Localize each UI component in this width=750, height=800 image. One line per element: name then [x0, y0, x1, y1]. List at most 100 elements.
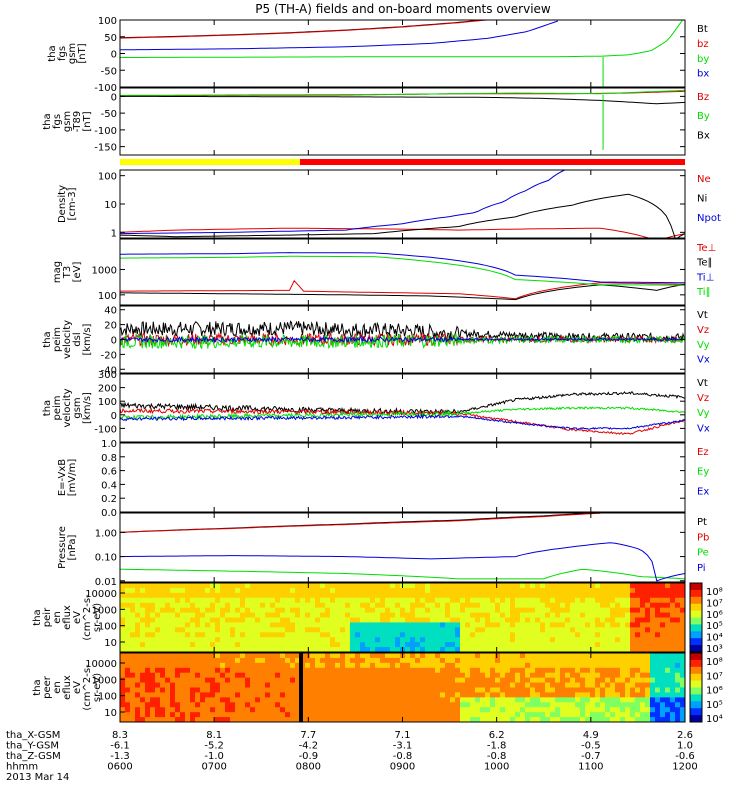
- spectrogram-cell: [490, 657, 496, 664]
- spectrogram-cell: [370, 712, 376, 718]
- spectrogram-cell: [370, 622, 376, 628]
- spectrogram-cell: [200, 692, 206, 698]
- spectrogram-cell: [260, 687, 266, 693]
- spectrogram-cell: [425, 687, 431, 693]
- spectrogram-cell: [135, 607, 141, 613]
- spectrogram-cell: [465, 672, 471, 679]
- spectrogram-cell: [565, 632, 571, 638]
- spectrogram-cell: [630, 672, 636, 679]
- spectrogram-cell: [530, 653, 536, 659]
- spectrogram-cell: [325, 642, 331, 648]
- spectrogram-cell: [520, 677, 526, 683]
- spectrogram-cell: [150, 632, 156, 638]
- spectrogram-cell: [500, 627, 506, 633]
- spectrogram-cell: [290, 592, 296, 599]
- spectrogram-cell: [225, 597, 231, 604]
- spectrogram-cell: [565, 637, 571, 643]
- spectrogram-cell: [625, 687, 631, 693]
- spectrogram-cell: [600, 687, 606, 693]
- spectrogram-cell: [575, 612, 581, 618]
- spectrogram-cell: [270, 662, 276, 669]
- spectrogram-cell: [440, 607, 446, 613]
- spectrogram-cell: [450, 672, 456, 679]
- spectrogram-cell: [675, 642, 681, 648]
- spectrogram-cell: [320, 592, 326, 599]
- spectrogram-cell: [510, 653, 516, 659]
- spectrogram-cell: [215, 642, 221, 648]
- spectrogram-cell: [185, 687, 191, 693]
- spectrogram-cell: [345, 677, 351, 683]
- spectrogram-cell: [320, 712, 326, 718]
- legend-item: Npot: [697, 213, 721, 224]
- spectrogram-cell: [300, 597, 306, 604]
- spectrogram-cell: [200, 672, 206, 679]
- spectrogram-cell: [285, 617, 291, 623]
- spectrogram-cell: [305, 712, 311, 718]
- spectrogram-cell: [680, 682, 685, 688]
- spectrogram-cell: [495, 612, 501, 618]
- colorbar-segment: [690, 653, 702, 661]
- spectrogram-cell: [570, 697, 576, 703]
- spectrogram-cell: [210, 647, 216, 652]
- spectrogram-cell: [550, 583, 556, 589]
- spectrogram-cell: [600, 612, 606, 618]
- spectrogram-cell: [135, 717, 141, 722]
- spectrogram-cell: [560, 607, 566, 613]
- spectrogram-cell: [170, 622, 176, 628]
- spectrogram-cell: [155, 592, 161, 599]
- spectrogram-cell: [200, 682, 206, 688]
- spectrogram-cell: [270, 627, 276, 633]
- spectrogram-cell: [545, 597, 551, 604]
- spectrogram-cell: [365, 672, 371, 679]
- spectrogram-cell: [365, 707, 371, 713]
- spectrogram-cell: [590, 662, 596, 669]
- spectrogram-cell: [405, 627, 411, 633]
- spectrogram-cell: [640, 702, 646, 708]
- spectrogram-cell: [120, 667, 126, 674]
- spectrogram-cell: [200, 717, 206, 722]
- spectrogram-cell: [560, 627, 566, 633]
- spectrogram-cell: [615, 677, 621, 683]
- spectrogram-cell: [345, 587, 351, 594]
- spectrogram-cell: [665, 607, 671, 613]
- spectrogram-cell: [605, 712, 611, 718]
- spectrogram-cell: [255, 587, 261, 594]
- spectrogram-cell: [150, 622, 156, 628]
- spectrogram-cell: [160, 712, 166, 718]
- spectrogram-cell: [295, 612, 301, 618]
- spectrogram-cell: [520, 647, 526, 652]
- spectrogram-cell: [535, 642, 541, 648]
- spectrogram-cell: [215, 702, 221, 708]
- spectrogram-cell: [625, 583, 631, 589]
- spectrogram-cell: [265, 632, 271, 638]
- spectrogram-cell: [475, 672, 481, 679]
- spectrogram-cell: [550, 712, 556, 718]
- spectrogram-cell: [230, 632, 236, 638]
- spectrogram-cell: [530, 662, 536, 669]
- spectrogram-cell: [170, 712, 176, 718]
- spectrogram-cell: [250, 622, 256, 628]
- spectrogram-cell: [160, 692, 166, 698]
- spectrogram-cell: [640, 617, 646, 623]
- spectrogram-cell: [250, 707, 256, 713]
- spectrogram-cell: [520, 692, 526, 698]
- spectrogram-cell: [675, 707, 681, 713]
- legend-item: by: [697, 54, 709, 65]
- spectrogram-cell: [125, 687, 131, 693]
- spectrogram-cell: [455, 687, 461, 693]
- spectrogram-cell: [155, 583, 161, 589]
- spectrogram-cell: [610, 697, 616, 703]
- spectrogram-cell: [420, 677, 426, 683]
- spectrogram-cell: [470, 587, 476, 594]
- spectrogram-cell: [440, 602, 446, 609]
- spectrogram-cell: [630, 642, 636, 648]
- spectrogram-cell: [155, 632, 161, 638]
- spectrogram-cell: [175, 697, 181, 703]
- spectrogram-cell: [500, 642, 506, 648]
- spectrogram-cell: [155, 672, 161, 679]
- spectrogram-cell: [530, 597, 536, 604]
- spectrogram-cell: [225, 622, 231, 628]
- spectrogram-cell: [625, 697, 631, 703]
- spectrogram-cell: [220, 667, 226, 674]
